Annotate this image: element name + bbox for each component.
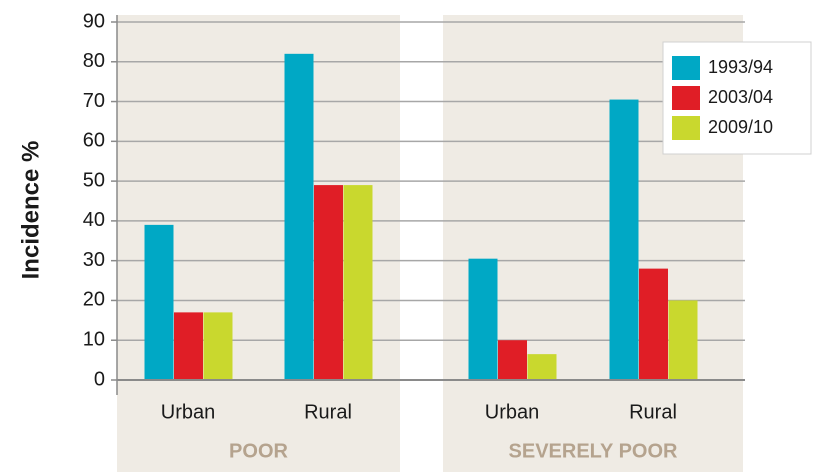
legend-label: 1993/94 — [708, 57, 773, 77]
bar — [314, 185, 343, 380]
group-label: POOR — [229, 440, 288, 462]
y-tick-label: 80 — [83, 50, 105, 72]
x-tick-label: Rural — [629, 401, 677, 423]
y-tick-label: 70 — [83, 90, 105, 112]
bar — [527, 354, 557, 380]
bar — [609, 99, 639, 381]
bar — [174, 312, 203, 380]
y-tick-label: 90 — [83, 10, 105, 32]
y-tick-label: 40 — [83, 209, 105, 231]
x-tick-label: Urban — [485, 401, 539, 423]
legend-swatch — [672, 56, 700, 80]
y-tick-label: 20 — [83, 289, 105, 311]
bar — [284, 53, 314, 380]
y-tick-label: 0 — [94, 368, 105, 390]
bar — [343, 185, 373, 380]
bar — [498, 340, 527, 380]
bar — [668, 300, 698, 380]
y-tick-label: 30 — [83, 249, 105, 271]
group-label: SEVERELY POOR — [509, 440, 679, 462]
legend-swatch — [672, 116, 700, 140]
legend-label: 2009/10 — [708, 117, 773, 137]
bar — [203, 312, 233, 380]
y-tick-label: 50 — [83, 169, 105, 191]
legend-label: 2003/04 — [708, 87, 773, 107]
bar — [144, 224, 174, 380]
y-tick-label: 10 — [83, 329, 105, 351]
legend-swatch — [672, 86, 700, 110]
bar — [639, 268, 668, 380]
bar — [468, 258, 498, 380]
y-axis-title: Incidence % — [17, 141, 44, 280]
x-tick-label: Rural — [304, 401, 352, 423]
x-tick-label: Urban — [161, 401, 215, 423]
y-tick-label: 60 — [83, 130, 105, 152]
